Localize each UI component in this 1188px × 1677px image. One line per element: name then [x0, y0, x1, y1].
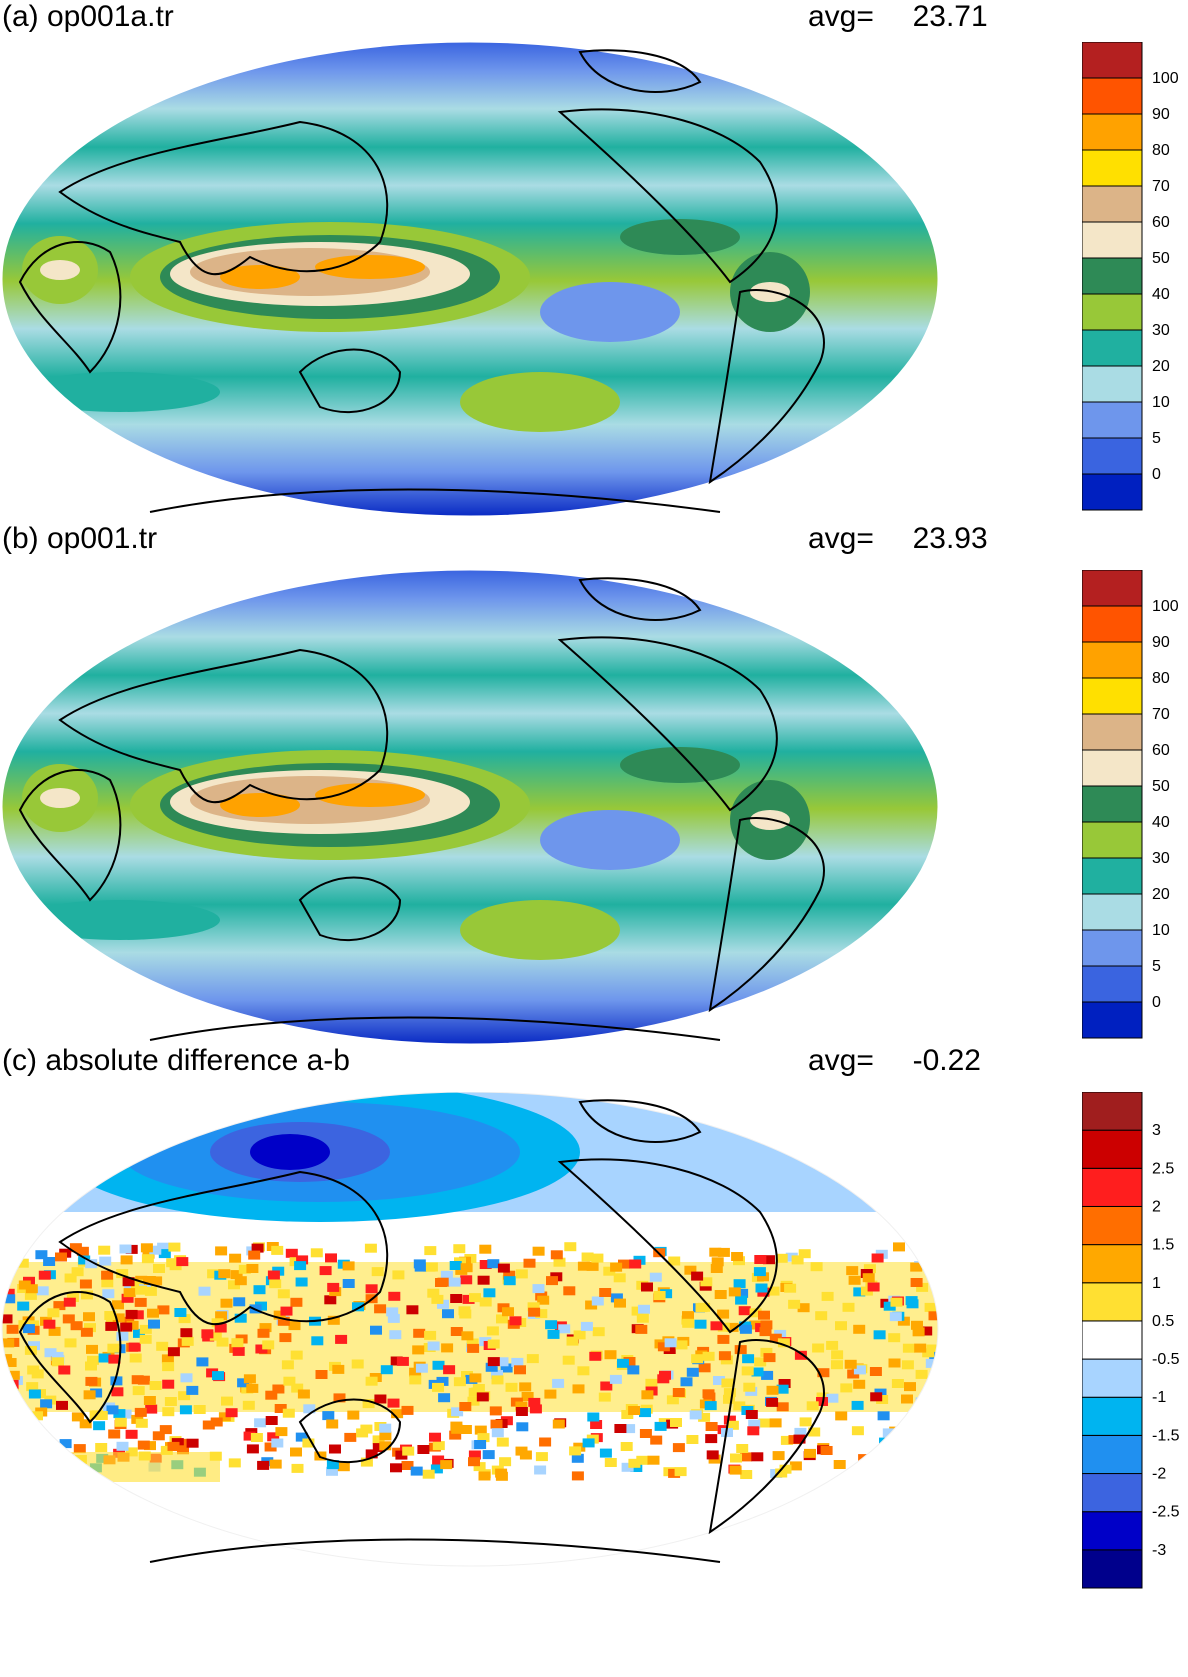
avg-label: avg= — [808, 1044, 874, 1077]
panel-c: (c) absolute difference a-b avg= -0.22 — [0, 1044, 1188, 1677]
colorbar-tick-label: 0 — [1152, 994, 1161, 1011]
colorbar-tick-label: 60 — [1152, 214, 1170, 231]
avg-readout: avg= 23.71 — [808, 0, 988, 34]
colorbar-swatch — [1082, 1205, 1143, 1246]
colorbar-swatch — [1082, 1473, 1143, 1513]
colorbar-tick-label: -2 — [1152, 1466, 1166, 1483]
colorbar-tick-label: 10 — [1152, 922, 1170, 939]
colorbar-tick-label: 2.5 — [1152, 1160, 1174, 1177]
colorbar-tick-label: 0 — [1152, 466, 1161, 483]
panel-title: (a) op001a.tr — [2, 0, 174, 33]
panel-title: (b) op001.tr — [2, 522, 158, 555]
colorbar-swatch — [1082, 77, 1143, 115]
colorbar-tick-label: -0.5 — [1152, 1351, 1180, 1368]
colorbar-tick-label: -3 — [1152, 1542, 1166, 1559]
colorbar-swatch — [1082, 857, 1143, 895]
colorbar-swatch — [1082, 1549, 1143, 1589]
colorbar: 0 5 10 20 30 40 50 60 70 80 90 100 — [1082, 42, 1179, 511]
colorbar-tick-label: 30 — [1152, 850, 1170, 867]
avg-value: 23.93 — [912, 522, 988, 555]
world-map — [1, 42, 939, 517]
colorbar-swatch — [1082, 1282, 1143, 1322]
colorbar-tick-label: 30 — [1152, 322, 1170, 339]
colorbar-tick-label: 80 — [1152, 142, 1170, 159]
colorbar-tick-label: 70 — [1152, 706, 1170, 723]
difference-map — [1, 1092, 939, 1567]
world-map — [1, 570, 939, 1045]
colorbar-tick-label: 50 — [1152, 778, 1170, 795]
colorbar-swatch — [1082, 401, 1143, 439]
colorbar-swatch — [1082, 1167, 1143, 1207]
colorbar-tick-label: -1.5 — [1152, 1427, 1180, 1444]
colorbar-swatch — [1082, 329, 1143, 367]
colorbar-tick-label: 1 — [1152, 1275, 1161, 1292]
colorbar-tick-label: 10 — [1152, 394, 1170, 411]
colorbar-swatch — [1082, 1244, 1143, 1284]
colorbar-swatch — [1082, 713, 1143, 751]
panel-b: (b) op001.tr avg= 23.93 — [0, 522, 1188, 1045]
colorbar-tick-label: 40 — [1152, 286, 1170, 303]
colorbar-tick-label: 1.5 — [1152, 1237, 1174, 1254]
colorbar-tick-label: -2.5 — [1152, 1504, 1180, 1521]
colorbar-swatch — [1082, 749, 1143, 787]
avg-readout: avg= 23.93 — [808, 522, 988, 556]
colorbar-tick-label: 100 — [1152, 598, 1179, 615]
colorbar-swatch — [1082, 473, 1143, 511]
colorbar-swatch — [1082, 641, 1143, 679]
colorbar-tick-label: 90 — [1152, 106, 1170, 123]
colorbar-swatch — [1082, 113, 1143, 151]
colorbar-tick-label: 100 — [1152, 70, 1179, 87]
colorbar-swatch — [1082, 1358, 1143, 1398]
colorbar-swatch — [1082, 437, 1143, 475]
colorbar-swatch — [1082, 1434, 1143, 1475]
colorbar-tick-label: 40 — [1152, 814, 1170, 831]
colorbar-tick-label: 50 — [1152, 250, 1170, 267]
colorbar-tick-label: 20 — [1152, 358, 1170, 375]
colorbar-swatch — [1082, 821, 1143, 859]
colorbar-swatch — [1082, 1511, 1143, 1551]
colorbar-swatch — [1082, 1320, 1143, 1360]
avg-value: 23.71 — [912, 0, 988, 33]
colorbar-swatch — [1082, 677, 1143, 715]
colorbar-tick-label: 90 — [1152, 634, 1170, 651]
colorbar-swatch — [1082, 1129, 1143, 1169]
colorbar-swatch — [1082, 605, 1143, 643]
colorbar-swatch — [1082, 149, 1143, 187]
colorbar-tick-label: 2 — [1152, 1198, 1161, 1215]
colorbar-tick-label: 80 — [1152, 670, 1170, 687]
avg-label: avg= — [808, 522, 874, 555]
avg-label: avg= — [808, 0, 874, 33]
avg-value: -0.22 — [912, 1044, 981, 1077]
colorbar-tick-label: 0.5 — [1152, 1313, 1174, 1330]
colorbar-tick-label: 70 — [1152, 178, 1170, 195]
avg-readout: avg= -0.22 — [808, 1044, 981, 1078]
colorbar-swatch — [1082, 1396, 1143, 1436]
colorbar: -3 -2.5 -2 -1.5 -1 -0.5 0.5 1 1.5 2 2.5 3 — [1082, 1092, 1180, 1589]
colorbar-tick-label: -1 — [1152, 1389, 1166, 1406]
colorbar-swatch — [1082, 257, 1143, 295]
colorbar-swatch — [1082, 185, 1143, 223]
colorbar-swatch — [1082, 785, 1143, 823]
colorbar-tick-label: 60 — [1152, 742, 1170, 759]
colorbar-swatch — [1082, 1092, 1143, 1131]
colorbar-swatch — [1082, 365, 1143, 403]
colorbar-swatch — [1082, 221, 1143, 259]
colorbar-tick-label: 20 — [1152, 886, 1170, 903]
colorbar-swatch — [1082, 42, 1143, 79]
panel-title: (c) absolute difference a-b — [2, 1044, 350, 1077]
colorbar-swatch — [1082, 1001, 1143, 1039]
colorbar-swatch — [1082, 929, 1143, 967]
colorbar-swatch — [1082, 893, 1143, 931]
colorbar-tick-label: 3 — [1152, 1122, 1161, 1139]
colorbar-tick-label: 5 — [1152, 430, 1161, 447]
panel-a: (a) op001a.tr avg= 23.71 — [0, 0, 1188, 520]
colorbar: 0 5 10 20 30 40 50 60 70 80 90 100 — [1082, 570, 1179, 1039]
colorbar-swatch — [1082, 965, 1143, 1003]
colorbar-tick-label: 5 — [1152, 958, 1161, 975]
colorbar-swatch — [1082, 293, 1143, 331]
colorbar-swatch — [1082, 570, 1143, 607]
